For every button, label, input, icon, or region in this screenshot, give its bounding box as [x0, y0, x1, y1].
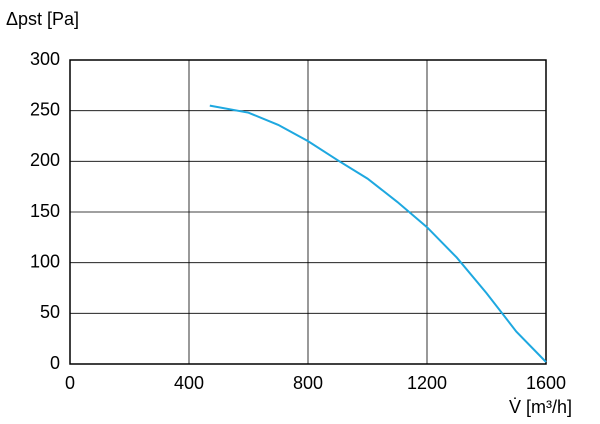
x-tick-label: 800	[293, 373, 323, 393]
x-axis-label: V̇ [m³/h]	[509, 397, 572, 417]
x-tick-label: 0	[65, 373, 75, 393]
y-tick-label: 150	[30, 201, 60, 221]
x-tick-label: 1200	[407, 373, 447, 393]
y-tick-label: 100	[30, 251, 60, 271]
y-tick-label: 0	[50, 353, 60, 373]
x-tick-label: 1600	[526, 373, 566, 393]
plot-frame	[69, 59, 547, 365]
y-tick-label: 200	[30, 150, 60, 170]
y-tick-label: 250	[30, 99, 60, 119]
x-tick-label: 400	[174, 373, 204, 393]
curve	[209, 104, 547, 363]
y-tick-label: 50	[40, 302, 60, 322]
y-tick-label: 300	[30, 49, 60, 69]
y-axis-label: Δpst [Pa]	[6, 9, 79, 29]
